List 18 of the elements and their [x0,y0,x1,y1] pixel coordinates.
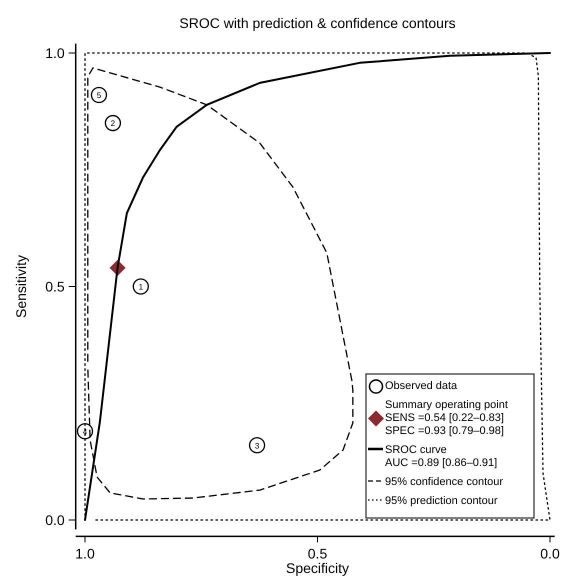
legend-label: 95% prediction contour [385,495,498,507]
x-tick-label: 0.5 [308,545,328,562]
x-tick-label: 1.0 [75,545,95,562]
annotation: 5 [96,91,102,100]
x-tick-label: 0.0 [540,545,560,562]
annotation: 3 [254,441,260,450]
annotation: 1 [138,282,144,292]
chart-title: SROC with prediction & confidence contours [179,15,456,31]
annotation: 2 [110,119,116,128]
legend-label: 95% confidence contour [385,476,504,488]
legend-label: Summary operating point SENS =0.54 [0.22–0.83] SPEC =0.93 [0.79–0.98] [385,399,508,437]
legend-label: Observed data [385,380,458,392]
x-axis-title: Specificity [286,560,350,576]
y-tick-label: 0.5 [45,278,65,294]
y-axis-title: Sensitivity [13,254,29,318]
legend-label: SROC curve AUC =0.89 [0.86–0.91] [385,444,498,469]
y-tick-label: 1.0 [45,45,65,61]
y-tick-label: 0.0 [45,512,65,528]
